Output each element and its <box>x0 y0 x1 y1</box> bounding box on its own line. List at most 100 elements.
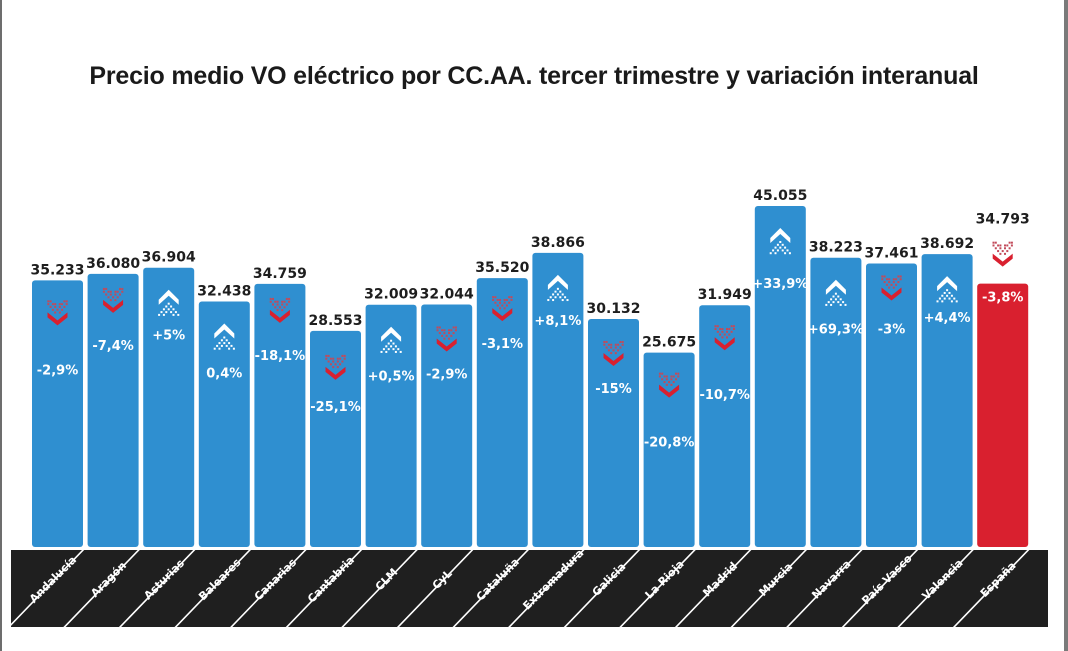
bar <box>421 304 473 547</box>
frame-border-right <box>1064 0 1068 651</box>
bar <box>921 254 973 547</box>
bar-group: 34.759 -18,1% <box>253 266 307 547</box>
bar-group: 30.132 -15% <box>586 301 641 547</box>
bar-group: 32.438 0,4% <box>197 283 251 547</box>
bar-group: 38.223 +69,3% <box>808 240 864 547</box>
category-separator <box>230 550 307 627</box>
value-label: 45.055 <box>753 188 807 204</box>
bar <box>254 283 306 547</box>
category-separator <box>452 550 529 627</box>
change-label: -3,8% <box>982 291 1023 306</box>
value-label: 35.520 <box>475 260 529 276</box>
category-separator <box>952 550 1030 627</box>
value-label: 37.461 <box>864 245 918 261</box>
category-separator <box>508 550 585 627</box>
bar-group: 25.675 -20,8% <box>642 335 696 547</box>
bar <box>32 280 83 547</box>
arrow-down-icon <box>603 340 624 366</box>
bar-group: 34.793 -3,8% <box>976 212 1030 547</box>
bar-group: 38.692 +4,4% <box>920 236 974 547</box>
bar <box>532 252 584 547</box>
arrow-down-icon <box>658 372 680 398</box>
value-label: 32.009 <box>364 287 418 303</box>
category-separator <box>341 550 418 627</box>
value-label: 31.949 <box>698 287 752 303</box>
change-label: -3% <box>878 322 905 337</box>
frame-border-left <box>0 0 2 651</box>
change-label: -15% <box>595 382 632 397</box>
bar <box>977 283 1029 547</box>
bar-group: 45.055 +33,9% <box>752 188 808 547</box>
arrow-up-icon <box>547 274 569 302</box>
change-label: +0,5% <box>368 370 415 385</box>
bars-layer: 35.233 -2,9% 36.080 -7,4% 36.904 +5% 32.438 0,4… <box>30 188 1030 547</box>
arrow-down-icon <box>714 325 735 351</box>
bar-group: 28.553 -25,1% <box>308 313 363 547</box>
value-label: 38.692 <box>920 236 974 252</box>
bar <box>476 278 528 547</box>
category-separator <box>730 550 807 627</box>
bar <box>310 330 361 547</box>
arrow-down-icon <box>102 287 124 313</box>
bar-group: 31.949 -10,7% <box>698 287 752 547</box>
arrow-down-icon <box>881 275 902 301</box>
arrow-down-icon <box>269 297 291 323</box>
bar <box>588 318 639 547</box>
arrow-up-icon <box>380 326 402 353</box>
change-label: -20,8% <box>644 436 695 451</box>
value-label: 38.866 <box>531 235 585 251</box>
change-label: -7,4% <box>92 339 133 354</box>
bar <box>365 304 417 547</box>
change-label: +8,1% <box>534 314 581 329</box>
category-separator <box>285 550 363 627</box>
category-band: Andalucía Aragón Asturias Baleares Canarias C… <box>11 547 1048 627</box>
category-band-bg <box>11 550 1048 627</box>
value-label: 38.223 <box>809 240 863 256</box>
change-label: +33,9% <box>752 277 808 292</box>
change-label: 0,4% <box>206 366 242 381</box>
category-separator <box>174 550 251 627</box>
change-label: -3,1% <box>482 337 523 352</box>
arrow-up-icon <box>936 276 958 303</box>
value-label: 25.675 <box>642 335 696 351</box>
value-label: 35.233 <box>30 262 84 278</box>
arrow-down-icon <box>492 296 513 322</box>
bar-group: 38.866 +8,1% <box>531 235 585 547</box>
arrow-up-icon <box>213 323 235 350</box>
category-separator <box>674 550 752 627</box>
arrow-up-icon <box>158 289 180 316</box>
category-separator <box>118 550 196 627</box>
arrow-down-icon <box>436 326 457 352</box>
bar <box>643 352 695 547</box>
bar <box>810 257 862 547</box>
category-separator <box>786 550 863 627</box>
bar-group: 32.044 -2,9% <box>420 286 474 547</box>
bar-group: 32.009 +0,5% <box>364 287 418 547</box>
bar <box>143 267 195 547</box>
bar-group: 36.904 +5% <box>142 250 196 547</box>
change-label: -2,9% <box>426 367 467 382</box>
bar-group: 37.461 -3% <box>864 245 919 547</box>
category-separator <box>396 550 474 627</box>
value-label: 32.044 <box>420 286 474 302</box>
bar <box>699 305 751 547</box>
category-separator <box>841 550 919 627</box>
arrow-down-icon <box>325 354 346 380</box>
bar <box>87 273 139 547</box>
arrow-down-icon <box>992 241 1013 267</box>
chart-title: Precio medio VO eléctrico por CC.AA. ter… <box>89 62 979 90</box>
category-separator <box>619 550 696 627</box>
category-separator <box>897 550 974 627</box>
change-label: +69,3% <box>808 323 864 338</box>
change-label: +4,4% <box>924 311 971 326</box>
value-label: 34.793 <box>976 212 1030 228</box>
arrow-up-icon <box>769 228 791 255</box>
value-label: 28.553 <box>308 313 362 329</box>
change-label: -25,1% <box>310 400 361 415</box>
value-label: 30.132 <box>586 301 640 317</box>
category-separator <box>11 550 85 626</box>
value-label: 32.438 <box>197 283 251 299</box>
bar-group: 35.233 -2,9% <box>30 262 85 547</box>
arrow-down-icon <box>47 300 68 326</box>
